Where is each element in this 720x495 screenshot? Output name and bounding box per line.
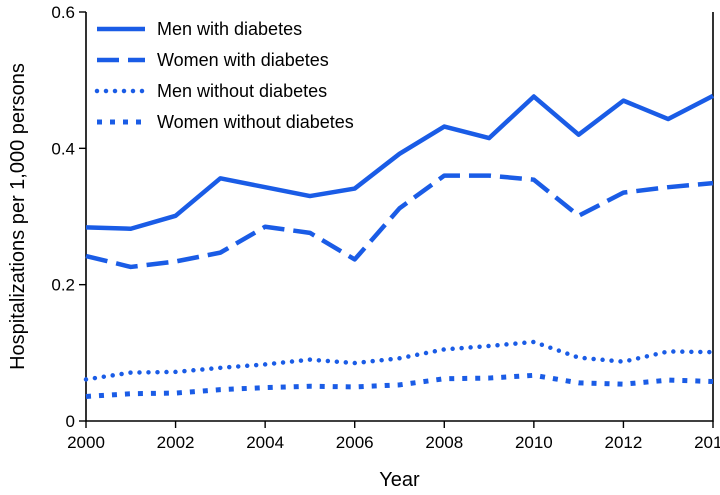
legend: Men with diabetes Women with diabetes Men … [94,19,354,132]
axes: 0 0.2 0.4 0.6 2000 2002 2004 2006 2008 2010 2012 20… [51,3,720,452]
x-tick-label-2: 2004 [246,433,284,452]
x-tick-label-4: 2008 [425,433,463,452]
legend-label-3: Women without diabetes [157,112,354,132]
x-tick-label-5: 2010 [515,433,553,452]
x-axis-title: Year [379,469,420,491]
series-line-0 [85,93,715,232]
axis-frame [85,12,714,422]
series-line-1 [85,173,714,270]
x-tick-label-0: 2000 [67,433,105,452]
x-tick-label-1: 2002 [157,433,195,452]
series-line-3 [85,372,714,399]
series-line-2 [83,339,716,382]
legend-label-2: Men without diabetes [157,81,327,101]
x-tick-label-3: 2006 [336,433,374,452]
x-tick-label-7: 2014 [694,433,720,452]
legend-label-0: Men with diabetes [157,19,302,39]
series-lines [83,93,716,399]
y-tick-label-2: 0.4 [51,139,75,158]
legend-label-1: Women with diabetes [157,50,329,70]
x-tick-label-6: 2012 [605,433,643,452]
y-axis-title: Hospitalizations per 1,000 persons [7,63,29,370]
y-tick-label-3: 0.6 [51,3,75,22]
y-tick-label-0: 0 [66,412,75,431]
y-tick-label-1: 0.2 [51,276,75,295]
